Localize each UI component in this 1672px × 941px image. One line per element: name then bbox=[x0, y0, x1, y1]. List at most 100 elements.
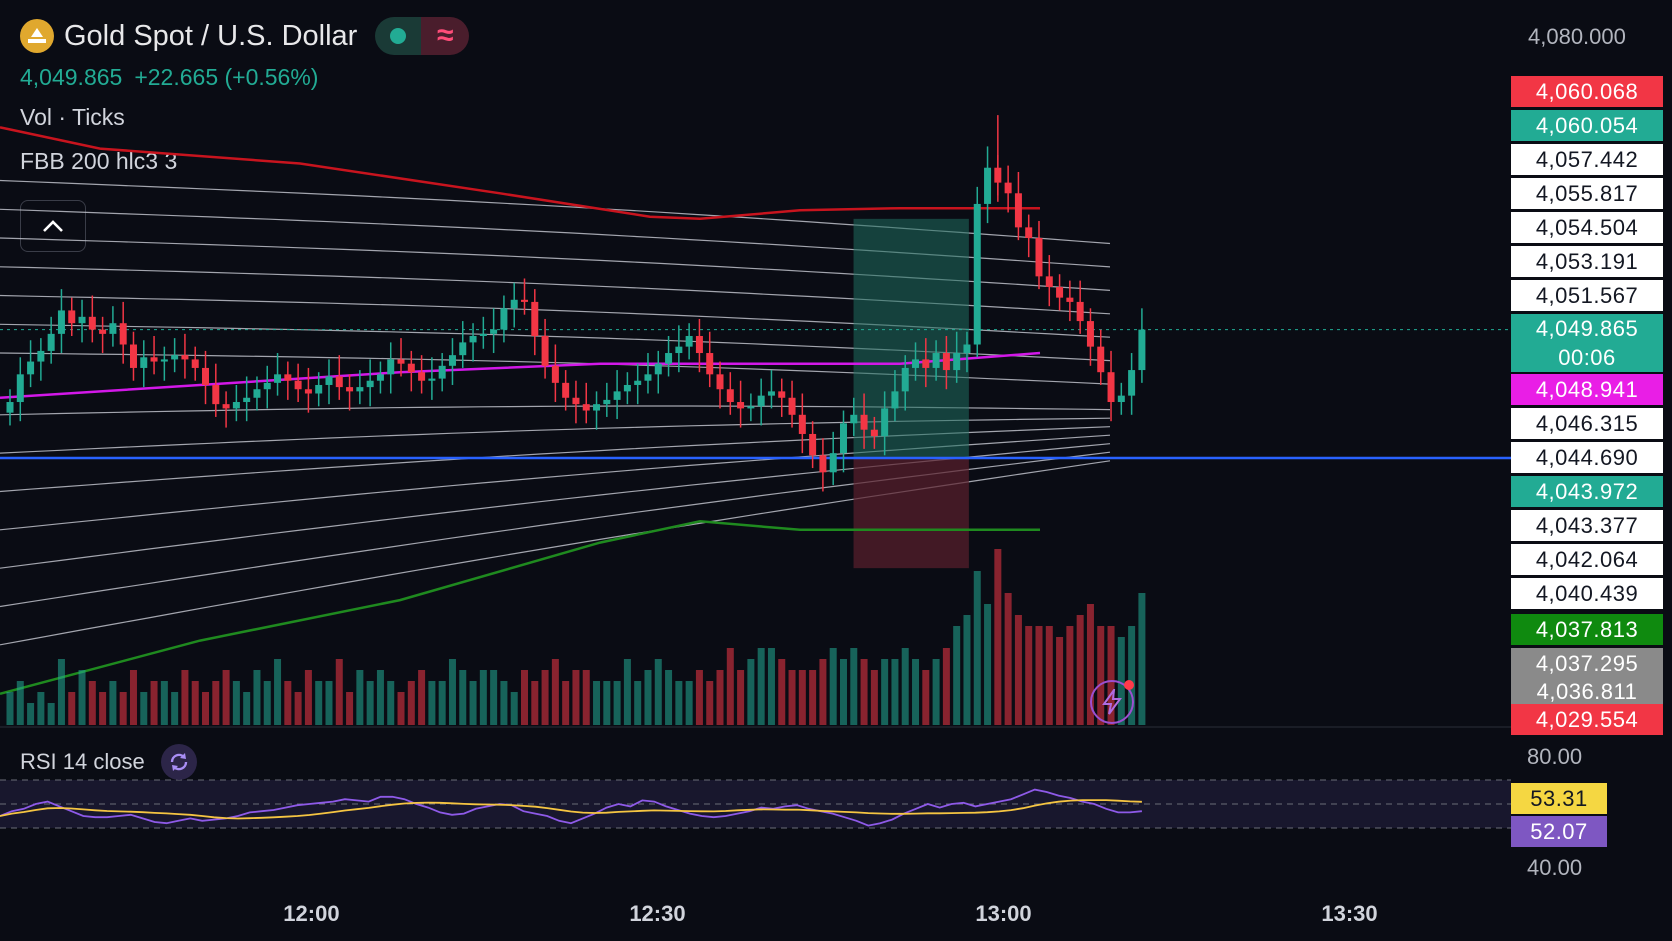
volume-bar bbox=[1014, 615, 1022, 725]
volume-indicator-label[interactable]: Vol · Ticks bbox=[20, 104, 125, 130]
candle bbox=[623, 384, 631, 392]
volume-bar bbox=[88, 681, 96, 725]
volume-bar bbox=[304, 670, 312, 725]
volume-bar bbox=[284, 681, 292, 725]
candle bbox=[603, 399, 611, 405]
market-open-icon bbox=[375, 17, 422, 55]
candle bbox=[767, 391, 775, 396]
price-label: 4,051.567 bbox=[1511, 280, 1663, 311]
volume-bar bbox=[541, 670, 549, 725]
candle bbox=[202, 367, 210, 385]
candle bbox=[78, 316, 86, 324]
volume-bar bbox=[737, 670, 745, 725]
candle bbox=[613, 391, 621, 400]
candle bbox=[304, 389, 312, 394]
time-tick-label: 13:00 bbox=[975, 901, 1031, 926]
volume-bar bbox=[1128, 626, 1136, 725]
candle bbox=[788, 397, 796, 415]
volume-bar bbox=[973, 571, 981, 725]
candle bbox=[562, 382, 570, 398]
candle bbox=[685, 335, 693, 347]
candle bbox=[912, 359, 920, 368]
volume-bar bbox=[788, 670, 796, 725]
candle bbox=[510, 299, 518, 309]
candle bbox=[901, 367, 909, 392]
volume-bar bbox=[202, 692, 210, 725]
price-label: 4,049.865 bbox=[1511, 314, 1663, 372]
candle bbox=[819, 455, 827, 473]
candle bbox=[284, 374, 292, 381]
candle bbox=[263, 382, 271, 390]
volume-bar bbox=[623, 659, 631, 725]
price-axis-top-tick: 4,080.000 bbox=[1528, 24, 1626, 49]
candle bbox=[438, 365, 446, 379]
rsi-tick-label: 40.00 bbox=[1527, 855, 1583, 880]
volume-bar bbox=[57, 659, 65, 725]
bar-countdown: 00:06 bbox=[1558, 344, 1616, 370]
volume-bar bbox=[675, 681, 683, 725]
volume-bar bbox=[757, 648, 765, 725]
candle bbox=[500, 308, 508, 330]
candle bbox=[716, 374, 724, 390]
rsi-legend[interactable]: RSI 14 close bbox=[20, 744, 197, 780]
volume-bar bbox=[1097, 626, 1105, 725]
volume-bar bbox=[232, 681, 240, 725]
rsi-value-label: 53.31 bbox=[1511, 783, 1607, 814]
candle bbox=[932, 353, 940, 368]
candle bbox=[294, 380, 302, 390]
time-tick-label: 12:30 bbox=[629, 901, 685, 926]
candle bbox=[366, 380, 374, 388]
candle bbox=[695, 335, 703, 354]
volume-bar bbox=[459, 670, 467, 725]
volume-bar bbox=[767, 648, 775, 725]
lower-band-line bbox=[0, 520, 1040, 696]
candle bbox=[274, 374, 282, 383]
volume-bar bbox=[171, 692, 179, 725]
candle bbox=[860, 414, 868, 430]
symbol-header[interactable]: Gold Spot / U.S. Dollar ≈ bbox=[20, 16, 470, 56]
volume-bar bbox=[819, 659, 827, 725]
candle bbox=[1045, 276, 1053, 287]
volume-bar bbox=[593, 681, 601, 725]
candle bbox=[1107, 372, 1115, 403]
time-tick-label: 13:30 bbox=[1321, 901, 1377, 926]
volume-bar bbox=[695, 670, 703, 725]
volume-bar bbox=[706, 681, 714, 725]
volume-bar bbox=[881, 659, 889, 725]
candle bbox=[397, 359, 405, 364]
candle bbox=[16, 374, 24, 403]
volume-bar bbox=[1086, 604, 1094, 725]
candle bbox=[973, 203, 981, 345]
volume-bar bbox=[912, 659, 920, 725]
volume-bar bbox=[109, 681, 117, 725]
candle bbox=[572, 397, 580, 405]
candle bbox=[891, 391, 899, 409]
market-status-pill[interactable]: ≈ bbox=[375, 17, 470, 55]
volume-bar bbox=[438, 681, 446, 725]
volume-bar bbox=[191, 681, 199, 725]
candle bbox=[521, 299, 529, 302]
candle bbox=[1025, 227, 1033, 239]
candle bbox=[68, 310, 76, 324]
candle bbox=[57, 310, 65, 334]
volume-bar bbox=[870, 670, 878, 725]
volume-bar bbox=[510, 692, 518, 725]
collapse-legend-button[interactable] bbox=[20, 200, 86, 252]
refresh-icon[interactable] bbox=[160, 744, 197, 780]
rsi-tick-label: 80.00 bbox=[1527, 744, 1583, 769]
price-change: +22.665 (+0.56%) bbox=[134, 64, 319, 90]
profit-zone bbox=[853, 218, 969, 459]
volume-bar bbox=[212, 681, 220, 725]
lightning-icon[interactable] bbox=[1090, 680, 1134, 724]
volume-bar bbox=[490, 670, 498, 725]
candle bbox=[99, 329, 107, 334]
candle bbox=[335, 376, 343, 388]
volume-bar bbox=[1117, 637, 1125, 725]
volume-bar bbox=[222, 670, 230, 725]
candle bbox=[747, 406, 755, 409]
candle bbox=[222, 404, 230, 409]
volume-bar bbox=[747, 659, 755, 725]
volume-bar bbox=[953, 626, 961, 725]
candle bbox=[325, 376, 333, 385]
